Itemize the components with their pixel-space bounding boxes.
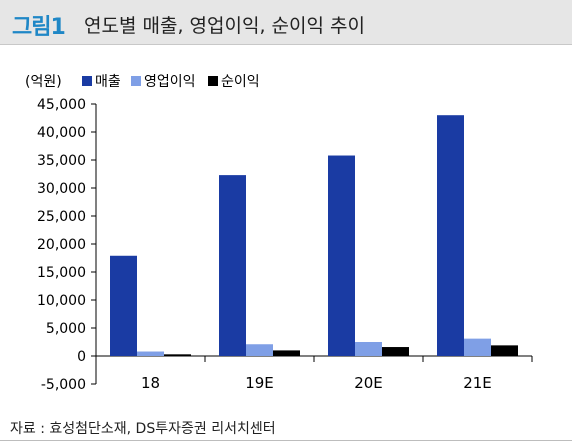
- figure-title: 연도별 매출, 영업이익, 순이익 추이: [84, 15, 365, 37]
- bar-순이익: [164, 354, 191, 356]
- bar-순이익: [491, 345, 518, 356]
- bar-영업이익: [246, 344, 273, 356]
- figure-header: 그림1 연도별 매출, 영업이익, 순이익 추이: [0, 0, 572, 45]
- bar-매출: [437, 115, 464, 356]
- y-tick-label: 5,000: [46, 321, 86, 337]
- x-tick-label: 19E: [245, 374, 274, 392]
- footer-divider: [0, 440, 572, 441]
- y-tick-label: 10,000: [37, 293, 86, 309]
- legend-label: 영업이익: [144, 74, 196, 90]
- bar-순이익: [273, 350, 300, 356]
- y-tick-label: 25,000: [37, 209, 86, 225]
- x-tick-label: 20E: [354, 374, 383, 392]
- y-tick-label: 15,000: [37, 265, 86, 281]
- y-unit-label: (억원): [25, 74, 62, 90]
- x-tick-label: 18: [141, 374, 160, 392]
- legend-label: 순이익: [221, 74, 260, 90]
- legend-label: 매출: [95, 74, 121, 90]
- bar-매출: [110, 255, 137, 356]
- y-tick-label: 20,000: [37, 237, 86, 253]
- bar-영업이익: [464, 338, 491, 356]
- figure-number: 그림1: [12, 15, 66, 40]
- y-tick-label: 45,000: [37, 97, 86, 113]
- y-tick-label: 35,000: [37, 153, 86, 169]
- y-tick-label: -5,000: [41, 377, 86, 393]
- y-tick-label: 30,000: [37, 181, 86, 197]
- bar-순이익: [382, 347, 409, 356]
- bar-매출: [328, 155, 355, 356]
- bar-영업이익: [137, 351, 164, 356]
- bar-매출: [219, 175, 246, 356]
- y-tick-label: 40,000: [37, 125, 86, 141]
- x-tick-label: 21E: [463, 374, 492, 392]
- legend-swatch: [131, 76, 141, 86]
- figure-source: 자료 : 효성첨단소재, DS투자증권 리서치센터: [10, 421, 276, 437]
- legend-swatch: [208, 76, 218, 86]
- bar-영업이익: [355, 342, 382, 356]
- legend-swatch: [82, 76, 92, 86]
- y-tick-label: 0: [77, 349, 86, 365]
